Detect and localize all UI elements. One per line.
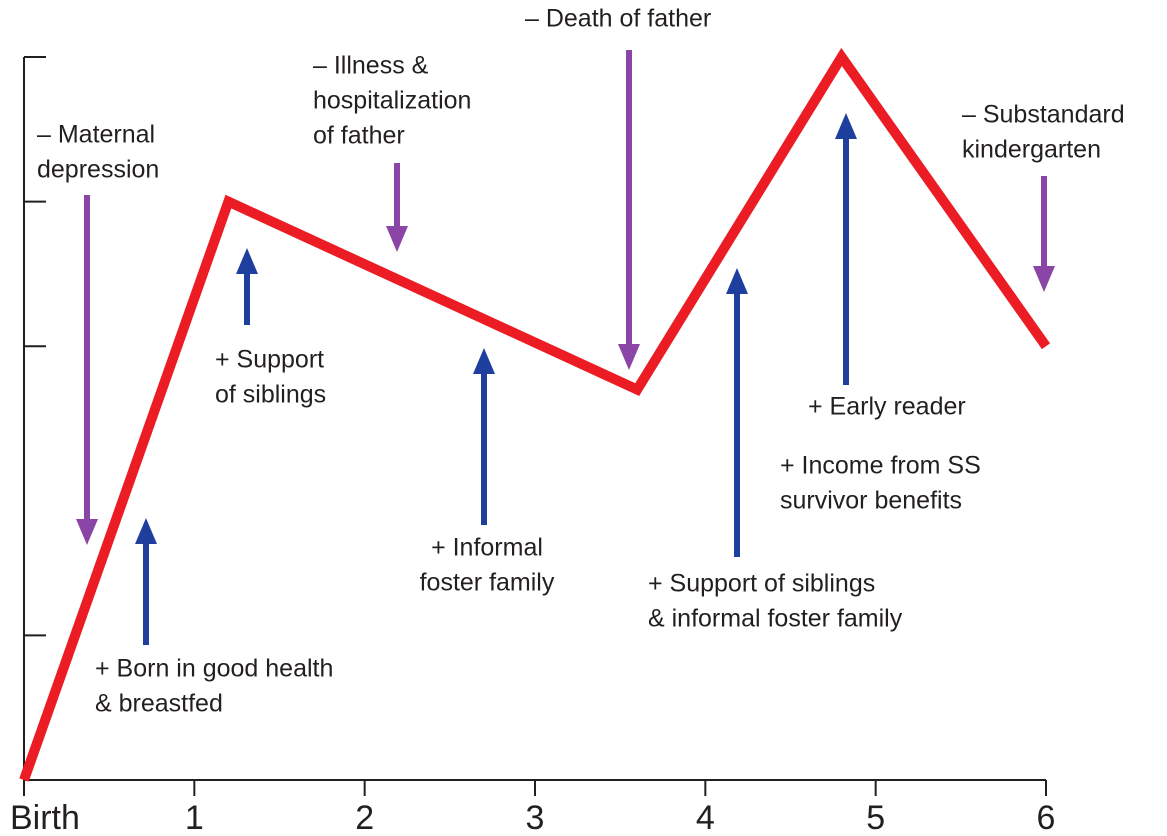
annotation-text: – Maternal — [37, 121, 155, 149]
arrow-head — [618, 344, 640, 370]
annotation-text: + Informal — [431, 534, 543, 562]
annotation-text: of siblings — [215, 381, 326, 409]
x-tick-label: Birth — [10, 799, 80, 836]
x-tick-label: 5 — [866, 799, 885, 836]
x-tick-label: 6 — [1037, 799, 1056, 836]
annotation-text: – Death of father — [525, 5, 711, 33]
annotation-text: kindergarten — [962, 136, 1101, 164]
arrow-head — [386, 226, 408, 252]
arrow-head — [1033, 266, 1055, 292]
arrow-head — [473, 348, 495, 374]
annotation-text: + Early reader — [808, 393, 966, 421]
arrow-head — [726, 268, 748, 294]
annotation-text: + Income from SS — [780, 452, 981, 480]
annotation-text: foster family — [420, 569, 555, 597]
annotation-text: of father — [313, 122, 405, 150]
annotation-text: & informal foster family — [648, 605, 903, 633]
annotation-text: & breastfed — [95, 690, 223, 718]
annotation-text: – Illness & — [313, 52, 429, 80]
annotation-text: hospitalization — [313, 87, 471, 115]
trajectory-line — [19, 47, 1051, 782]
arrow-head — [236, 248, 258, 274]
annotation-text: + Support — [215, 346, 324, 374]
arrow-head — [76, 519, 98, 545]
annotation-text: + Support of siblings — [648, 570, 875, 598]
annotation-text: + Born in good health — [95, 655, 333, 683]
x-tick-label: 4 — [696, 799, 715, 836]
arrow-head — [135, 518, 157, 544]
x-tick-label: 3 — [526, 799, 545, 836]
x-tick-label: 1 — [185, 799, 204, 836]
annotation-text: depression — [37, 156, 159, 184]
arrow-head — [835, 113, 857, 139]
annotation-text: – Substandard — [962, 101, 1125, 129]
x-tick-label: 2 — [355, 799, 374, 836]
annotation-text: survivor benefits — [780, 487, 962, 515]
